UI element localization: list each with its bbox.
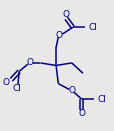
- Text: Cl: Cl: [88, 23, 97, 32]
- Text: O: O: [68, 86, 75, 95]
- Text: O: O: [27, 58, 34, 67]
- Text: O: O: [62, 10, 69, 19]
- Text: Cl: Cl: [97, 95, 105, 104]
- Text: Cl: Cl: [12, 84, 21, 93]
- Text: O: O: [2, 78, 9, 87]
- Text: O: O: [78, 109, 85, 118]
- Text: O: O: [55, 31, 62, 40]
